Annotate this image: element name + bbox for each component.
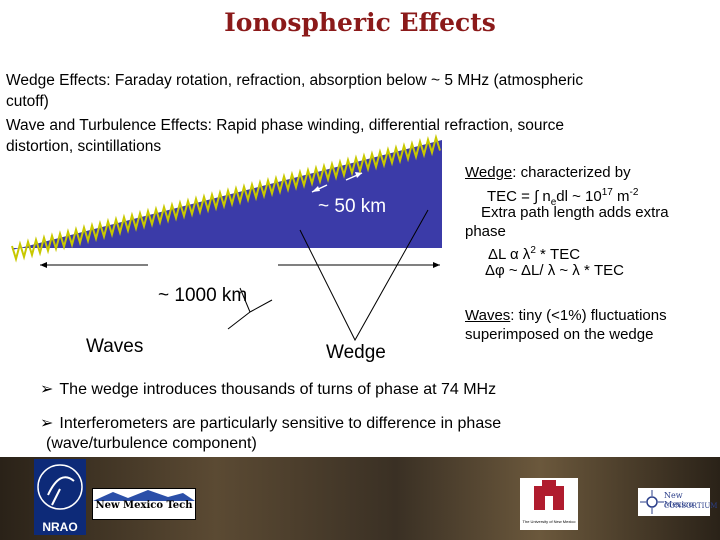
waves-line-2: superimposed on the wedge — [465, 326, 654, 343]
wave-zigzag — [11, 133, 441, 263]
nrao-logo: NRAO — [34, 459, 86, 535]
extra-path-line: Extra path length adds extra — [481, 204, 669, 221]
nm-consortium-logo: New Mexico CONSORTIUM — [638, 488, 717, 516]
page-title: Ionospheric Effects — [224, 8, 496, 37]
wedge-diagram — [11, 133, 442, 342]
bullet-2: ➢ Interferometers are particularly sensit… — [40, 413, 502, 432]
intro-line-3: Wave and Turbulence Effects: Rapid phase… — [6, 117, 565, 134]
intro-line-2: cutoff) — [6, 93, 49, 110]
delta-phi-formula: Δφ ~ ΔL/ λ ~ λ * TEC — [485, 262, 624, 279]
wedge-heading: Wedge: characterized by — [465, 164, 631, 181]
bullet-1: ➢ The wedge introduces thousands of turns… — [40, 379, 497, 398]
label-waves: Waves — [86, 336, 144, 357]
delta-l-formula: ΔL α λ2 * TEC — [488, 245, 581, 263]
intro-line-4: distortion, scintillations — [6, 138, 162, 155]
tec-formula: TEC = ∫ nedl ~ 1017 m-2 — [487, 187, 639, 208]
wedge-pointer — [299, 209, 429, 342]
arrow-bullet-icon: ➢ — [40, 379, 54, 398]
unm-building-icon — [534, 480, 564, 510]
phase-line: phase — [465, 223, 506, 240]
waves-heading: Waves: tiny (<1%) fluctuations — [465, 307, 667, 324]
label-50km: ~ 50 km — [318, 196, 387, 217]
radio-dish-icon — [37, 464, 83, 510]
nmt-logo: New Mexico Tech — [92, 488, 196, 520]
waves-pointer — [227, 311, 251, 330]
label-1000km: ~ 1000 km — [158, 285, 248, 306]
bullet-2-line-2: (wave/turbulence component) — [46, 435, 257, 452]
intro-line-1: Wedge Effects: Faraday rotation, refract… — [6, 72, 584, 89]
arrow-bullet-icon: ➢ — [40, 413, 54, 432]
mountain-icon — [93, 490, 195, 501]
zia-sun-icon — [640, 490, 664, 514]
unm-logo: The University of New Mexico — [520, 478, 578, 530]
label-wedge: Wedge — [326, 342, 386, 363]
